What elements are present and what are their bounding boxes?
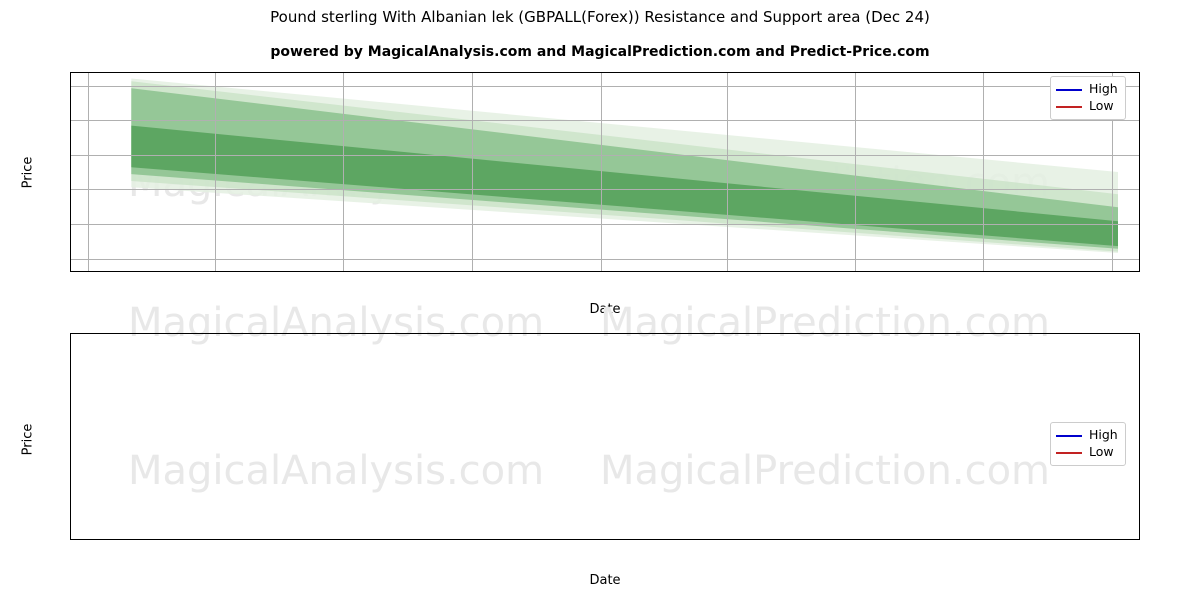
gridline-horizontal <box>71 223 1139 225</box>
gridline-vertical <box>471 73 473 271</box>
gridline-vertical <box>342 73 344 271</box>
top-plot-area <box>70 72 1140 272</box>
gridline-vertical <box>87 73 89 271</box>
resistance-support-bands <box>131 78 1119 253</box>
gridline-vertical <box>600 73 602 271</box>
bottom-ylabel: Price <box>20 423 36 456</box>
legend-label-low: Low <box>1089 98 1114 114</box>
legend-swatch-low <box>1056 451 1082 454</box>
legend-swatch-high <box>1056 88 1082 91</box>
legend-swatch-low <box>1056 105 1082 108</box>
gridline-vertical <box>1112 73 1114 271</box>
top-chart-panel: Price Date High Low <box>20 72 1140 317</box>
top-xlabel: Date <box>589 302 621 317</box>
gridline-horizontal <box>71 258 1139 260</box>
gridline-vertical <box>854 73 856 271</box>
gridline-vertical <box>215 73 217 271</box>
top-ylabel: Price <box>20 156 36 189</box>
legend-swatch-high <box>1056 434 1082 437</box>
gridline-horizontal <box>71 120 1139 122</box>
page-subtitle: powered by MagicalAnalysis.com and Magic… <box>270 44 930 60</box>
gridline-vertical <box>983 73 985 271</box>
legend-row-low: Low <box>1056 444 1118 461</box>
band-layer-core <box>131 125 1119 247</box>
bottom-plot-area <box>70 333 1140 540</box>
legend-row-high: High <box>1056 427 1118 444</box>
bottom-legend: High Low <box>1050 422 1126 466</box>
bottom-chart-panel: Price Date High Low <box>0 320 1200 600</box>
legend-label-high: High <box>1089 427 1118 443</box>
gridline-horizontal <box>71 189 1139 191</box>
legend-row-low: Low <box>1056 98 1118 115</box>
gridline-horizontal <box>71 85 1139 87</box>
legend-label-low: Low <box>1089 444 1114 460</box>
legend-label-high: High <box>1089 81 1118 97</box>
legend-row-high: High <box>1056 81 1118 98</box>
top-legend: High Low <box>1050 76 1126 120</box>
bottom-xlabel: Date <box>589 573 621 588</box>
page-title: Pound sterling With Albanian lek (GBPALL… <box>270 8 930 26</box>
gridline-vertical <box>726 73 728 271</box>
gridline-horizontal <box>71 154 1139 156</box>
